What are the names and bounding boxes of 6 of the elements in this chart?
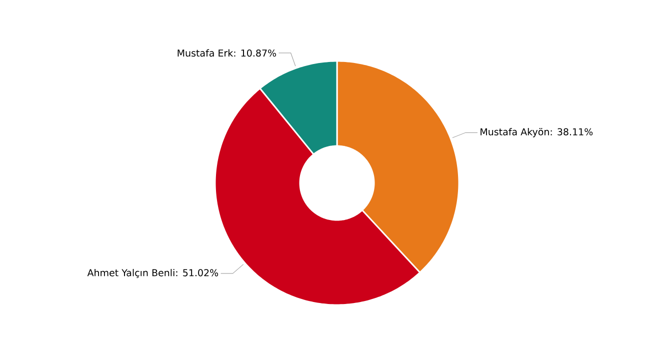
data-label: : 38.11% [550,128,593,136]
slice-label: Ahmet Yalçın Benli [87,268,174,278]
data-label: : 51.02% [176,269,218,276]
slice-label: Mustafa Erk [178,49,234,57]
data-label: : 10.87% [234,49,276,57]
slice-label: Mustafa Akyön [480,128,549,138]
